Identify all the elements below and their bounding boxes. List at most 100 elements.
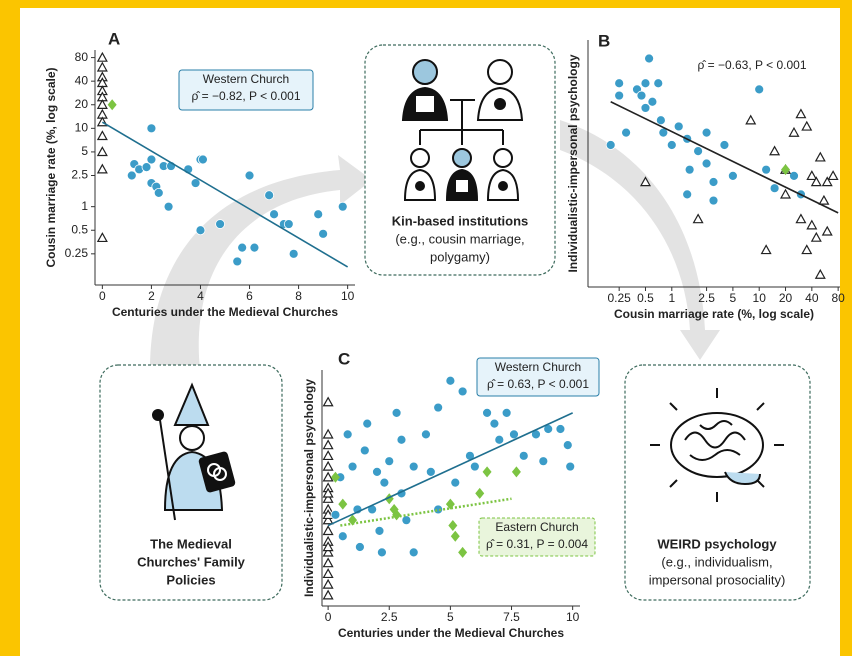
point [795, 213, 807, 224]
weird-box [624, 364, 811, 601]
weird-title: WEIRD psychology [657, 536, 777, 551]
point [322, 487, 334, 498]
point [384, 456, 395, 467]
point [96, 232, 108, 243]
x-tick-label: 10 [566, 610, 580, 624]
point [96, 51, 108, 62]
point [458, 546, 468, 558]
point [96, 130, 108, 141]
point [347, 461, 358, 472]
point [330, 471, 340, 483]
point [719, 140, 730, 150]
point [684, 164, 695, 175]
point [379, 477, 390, 488]
x-tick-label: 20 [779, 291, 793, 305]
y-axis-label: Cousin marriage rate (%, log scale) [44, 67, 58, 267]
point [96, 163, 108, 174]
fit-line [340, 497, 512, 527]
point [377, 547, 387, 558]
point [237, 242, 248, 253]
point [249, 242, 260, 253]
kin-detail: polygamy) [430, 249, 490, 264]
y-tick-label: 2.5 [71, 168, 88, 182]
point [810, 176, 822, 187]
point [215, 219, 225, 229]
y-axis-label: Individualistic-impersonal psychology [566, 54, 580, 272]
point [153, 187, 164, 198]
x-tick-label: 10 [753, 291, 767, 305]
point [288, 248, 299, 259]
point [141, 162, 152, 172]
point [614, 78, 625, 89]
point [322, 514, 334, 525]
x-tick-label: 0.25 [607, 291, 631, 305]
point [692, 213, 704, 224]
point [322, 396, 334, 407]
point [322, 541, 334, 552]
point [107, 99, 117, 111]
annotation: ρ̂ = −0.63, P < 0.001 [697, 58, 806, 72]
kin-detail: (e.g., cousin marriage, [395, 231, 524, 246]
x-axis-label: Centuries under the Medieval Churches [112, 305, 338, 319]
point [795, 108, 807, 119]
point [760, 244, 772, 255]
point [355, 542, 365, 552]
annotation: ρ̂ = −0.82, P < 0.001 [191, 89, 300, 103]
point [269, 209, 279, 220]
point [264, 190, 275, 201]
point [450, 530, 460, 542]
point [814, 268, 826, 279]
point [469, 461, 480, 472]
point [450, 477, 461, 488]
point [565, 461, 576, 472]
point [489, 418, 500, 429]
point [342, 429, 353, 440]
y-tick-label: 40 [75, 73, 89, 87]
x-tick-label: 2 [148, 289, 155, 303]
point [636, 90, 647, 101]
point [322, 428, 334, 439]
flow-arrows [150, 120, 720, 370]
point [821, 176, 833, 187]
point [701, 127, 712, 138]
annotation: Western Church [203, 72, 289, 86]
point [482, 408, 492, 418]
point [806, 170, 818, 181]
point [810, 231, 822, 242]
point [501, 408, 512, 418]
x-tick-label: 10 [341, 289, 355, 303]
point [509, 429, 519, 440]
point [818, 194, 830, 205]
point [562, 440, 573, 450]
fit-line [610, 101, 839, 214]
point [195, 225, 206, 236]
point [322, 589, 334, 600]
point [322, 509, 334, 520]
point [708, 177, 719, 187]
point [421, 429, 431, 440]
point [322, 557, 334, 568]
y-tick-label: 80 [75, 50, 89, 64]
point [761, 164, 772, 175]
point [190, 178, 201, 188]
point [789, 170, 799, 181]
point [445, 375, 456, 386]
y-tick-label: 5 [81, 144, 88, 158]
point [806, 219, 818, 230]
point [322, 471, 334, 482]
point [640, 103, 651, 113]
panel-letter: C [338, 349, 350, 368]
x-tick-label: 5 [447, 610, 454, 624]
annotation-box [178, 69, 314, 111]
point [96, 99, 108, 109]
point [372, 467, 382, 477]
point [693, 146, 704, 157]
brain-icon [650, 388, 784, 502]
point [482, 466, 492, 478]
church-title: Churches' Family [137, 554, 246, 569]
x-tick-label: 6 [246, 289, 253, 303]
fit-line [101, 121, 349, 268]
x-tick-label: 1 [668, 291, 675, 305]
point [146, 123, 157, 134]
point [827, 170, 839, 181]
